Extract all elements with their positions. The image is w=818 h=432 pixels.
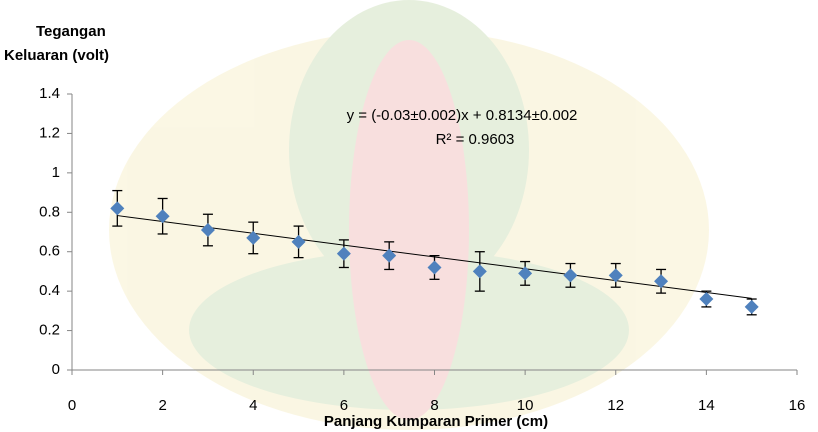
x-tick-label: 4 xyxy=(249,397,257,414)
y-tick-label: 1.2 xyxy=(39,124,60,141)
y-tick-label: 0.4 xyxy=(39,282,60,299)
marker xyxy=(246,230,261,245)
x-tick-label: 16 xyxy=(789,397,806,414)
x-tick-label: 0 xyxy=(68,397,76,414)
marker xyxy=(744,299,759,314)
marker xyxy=(472,264,487,279)
y-tick-label: 1 xyxy=(52,164,60,181)
marker xyxy=(336,246,351,261)
x-tick-label: 12 xyxy=(607,397,624,414)
x-tick-label: 2 xyxy=(158,397,166,414)
marker xyxy=(518,266,533,281)
r-squared: R² = 0.9603 xyxy=(436,131,515,148)
marker xyxy=(654,274,669,289)
marker xyxy=(200,223,215,238)
x-tick-label: 6 xyxy=(340,397,348,414)
x-tick-label: 8 xyxy=(430,397,438,414)
watermark xyxy=(109,0,709,430)
marker xyxy=(291,234,306,249)
y-tick-label: 0.8 xyxy=(39,203,60,220)
y-axis-title: Keluaran (volt) xyxy=(4,47,109,64)
marker xyxy=(699,292,714,307)
y-tick-label: 0 xyxy=(52,361,60,378)
y-tick-label: 0.2 xyxy=(39,322,60,339)
x-tick-label: 10 xyxy=(517,397,534,414)
equation: y = (-0.03±0.002)x + 0.8134±0.002 xyxy=(347,107,578,124)
marker xyxy=(155,209,170,224)
marker xyxy=(563,268,578,283)
y-tick-label: 0.6 xyxy=(39,243,60,260)
marker xyxy=(110,201,125,216)
marker xyxy=(382,248,397,263)
y-axis-title: Tegangan xyxy=(36,23,106,40)
marker xyxy=(427,260,442,275)
x-axis-title: Panjang Kumparan Primer (cm) xyxy=(324,413,548,430)
x-tick-label: 14 xyxy=(698,397,715,414)
y-tick-label: 1.4 xyxy=(39,85,60,102)
marker xyxy=(608,268,623,283)
